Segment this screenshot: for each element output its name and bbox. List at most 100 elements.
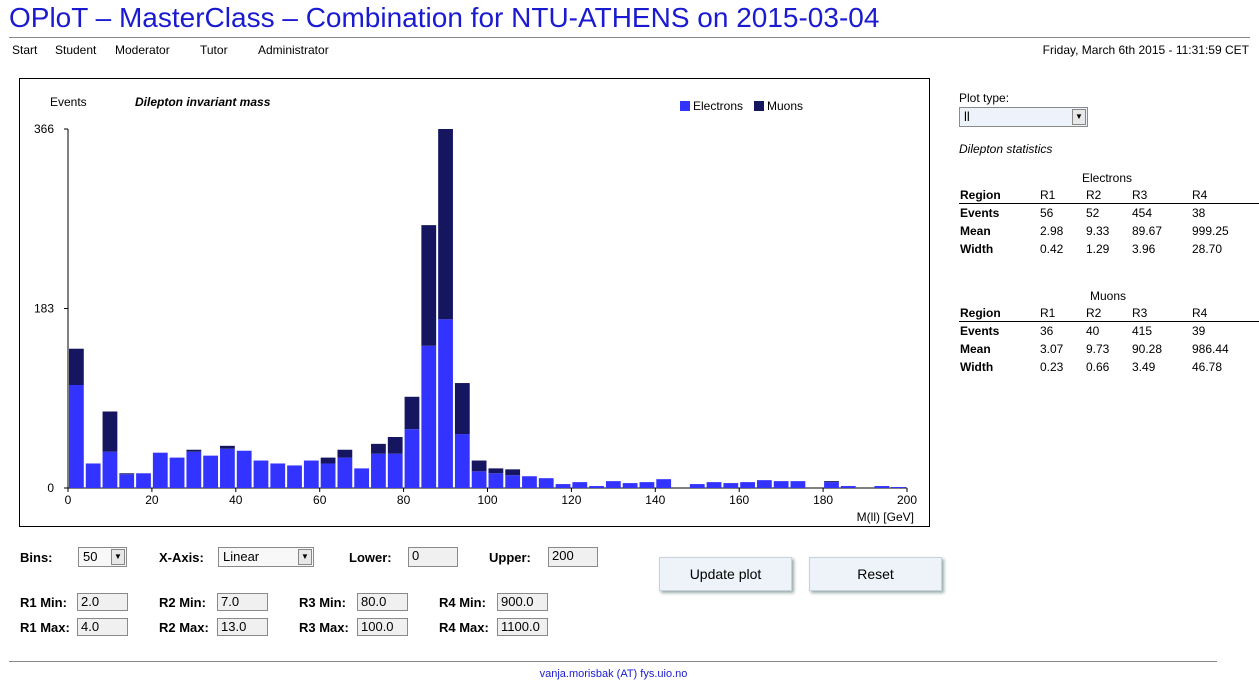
bins-label: Bins: (20, 550, 53, 565)
electron-bar (320, 463, 336, 488)
r2-min-input[interactable]: 7.0 (217, 593, 268, 611)
row-label: Mean (960, 224, 991, 238)
stat-cell: 90.28 (1132, 342, 1163, 356)
r2-max-label: R2 Max: (159, 620, 209, 635)
r3-max-input[interactable]: 100.0 (357, 618, 408, 636)
muon-bar (69, 348, 84, 386)
footer-divider (9, 661, 1217, 662)
electron-bar (287, 465, 302, 488)
r4-min-label: R4 Min: (439, 595, 486, 610)
chevron-down-icon[interactable]: ▼ (298, 549, 312, 565)
electron-bar (706, 482, 722, 488)
x-tick-label: 20 (145, 493, 159, 507)
nav-administrator[interactable]: Administrator (258, 43, 329, 57)
x-tick-label: 120 (561, 493, 581, 507)
stat-cell: 0.66 (1086, 360, 1110, 374)
table-row: Events 36 40 415 39 (960, 322, 1252, 340)
electron-bar (471, 471, 487, 488)
footer-contact[interactable]: vanja.morisbak (AT) fys.uio.no (539, 668, 688, 680)
muon-bar (824, 481, 839, 483)
electron-bar (656, 479, 672, 488)
y-tick-label: 0 (47, 481, 54, 495)
xaxis-select[interactable]: Linear ▼ (218, 547, 314, 567)
electron-bar (270, 463, 286, 488)
region-column-header: R4 (1192, 188, 1208, 202)
nav-moderator[interactable]: Moderator (115, 43, 170, 57)
electron-bar (824, 482, 839, 488)
x-tick-label: 200 (897, 493, 917, 507)
electron-bar (85, 463, 101, 488)
r3-min-label: R3 Min: (299, 595, 346, 610)
datetime: Friday, March 6th 2015 - 11:31:59 CET (1042, 43, 1249, 57)
r2-max-input[interactable]: 13.0 (217, 618, 268, 636)
r1-max-input[interactable]: 4.0 (77, 618, 128, 636)
y-tick-label: 183 (34, 302, 54, 316)
electron-bar (303, 460, 319, 488)
electron-bar (555, 484, 571, 488)
stat-cell: 9.33 (1086, 224, 1110, 238)
electrons-header-row: Region R1 R2 R3 R4 (960, 186, 1252, 204)
muon-bar (102, 411, 118, 452)
x-tick-label: 100 (477, 493, 497, 507)
plot-type-label: Plot type: (959, 91, 1010, 105)
r4-max-input[interactable]: 1100.0 (497, 618, 548, 636)
stat-cell: 39 (1192, 324, 1206, 338)
nav-tutor[interactable]: Tutor (200, 43, 228, 57)
legend-swatch-muons (754, 101, 764, 111)
table-row: Width 0.42 1.29 3.96 28.70 (960, 240, 1252, 258)
muon-bar (387, 436, 403, 454)
nav-student[interactable]: Student (55, 43, 97, 57)
r3-min-input[interactable]: 80.0 (357, 593, 408, 611)
r2-min-label: R2 Min: (159, 595, 206, 610)
electron-bar (102, 451, 118, 488)
region-column-header: R3 (1132, 188, 1148, 202)
x-tick-label: 160 (729, 493, 749, 507)
electron-bar (538, 478, 554, 488)
chevron-down-icon[interactable]: ▼ (111, 549, 125, 565)
r1-min-label: R1 Min: (20, 595, 67, 610)
x-tick-label: 80 (397, 493, 411, 507)
stat-cell: 9.73 (1086, 342, 1110, 356)
electron-bar (689, 484, 705, 488)
region-column-header: R4 (1192, 306, 1208, 320)
y-axis-label: Events (50, 95, 87, 109)
muon-bar (488, 468, 504, 474)
electron-bar (169, 457, 185, 488)
electron-bar (421, 345, 437, 488)
nav-start[interactable]: Start (12, 43, 38, 57)
plot-type-value: ll (964, 109, 970, 124)
reset-button[interactable]: Reset (809, 557, 942, 591)
muon-bar (438, 129, 453, 320)
r1-max-label: R1 Max: (20, 620, 70, 635)
upper-input[interactable]: 200 (548, 547, 598, 567)
electron-bar (639, 482, 655, 488)
electron-bar (505, 475, 521, 488)
lower-input[interactable]: 0 (408, 547, 458, 567)
chevron-down-icon[interactable]: ▼ (1072, 109, 1086, 125)
stat-cell: 3.49 (1132, 360, 1156, 374)
electron-bar (186, 451, 202, 488)
xaxis-label: X-Axis: (159, 550, 204, 565)
x-tick-label: 40 (229, 493, 243, 507)
r4-min-input[interactable]: 900.0 (497, 593, 548, 611)
stat-cell: 0.23 (1040, 360, 1064, 374)
electron-bar (69, 385, 84, 488)
electron-bar (589, 486, 604, 488)
row-label: Width (960, 360, 994, 374)
electron-bar (387, 453, 403, 488)
stat-cell: 415 (1132, 324, 1153, 338)
r1-min-input[interactable]: 2.0 (77, 593, 128, 611)
update-plot-button[interactable]: Update plot (659, 557, 792, 591)
muon-bar (119, 473, 135, 475)
stat-cell: 986.44 (1192, 342, 1229, 356)
table-row: Width 0.23 0.66 3.49 46.78 (960, 358, 1252, 376)
plot-type-select[interactable]: ll ▼ (959, 107, 1088, 127)
stat-cell: 89.67 (1132, 224, 1163, 238)
table-row: Events 56 52 454 38 (960, 204, 1252, 222)
bins-select[interactable]: 50 ▼ (78, 547, 127, 567)
legend-swatch-electrons (680, 101, 690, 111)
electrons-title: Electrons (1082, 171, 1133, 185)
electron-bar (840, 486, 856, 488)
region-column-header: R2 (1086, 306, 1102, 320)
stats-title: Dilepton statistics (959, 142, 1053, 156)
